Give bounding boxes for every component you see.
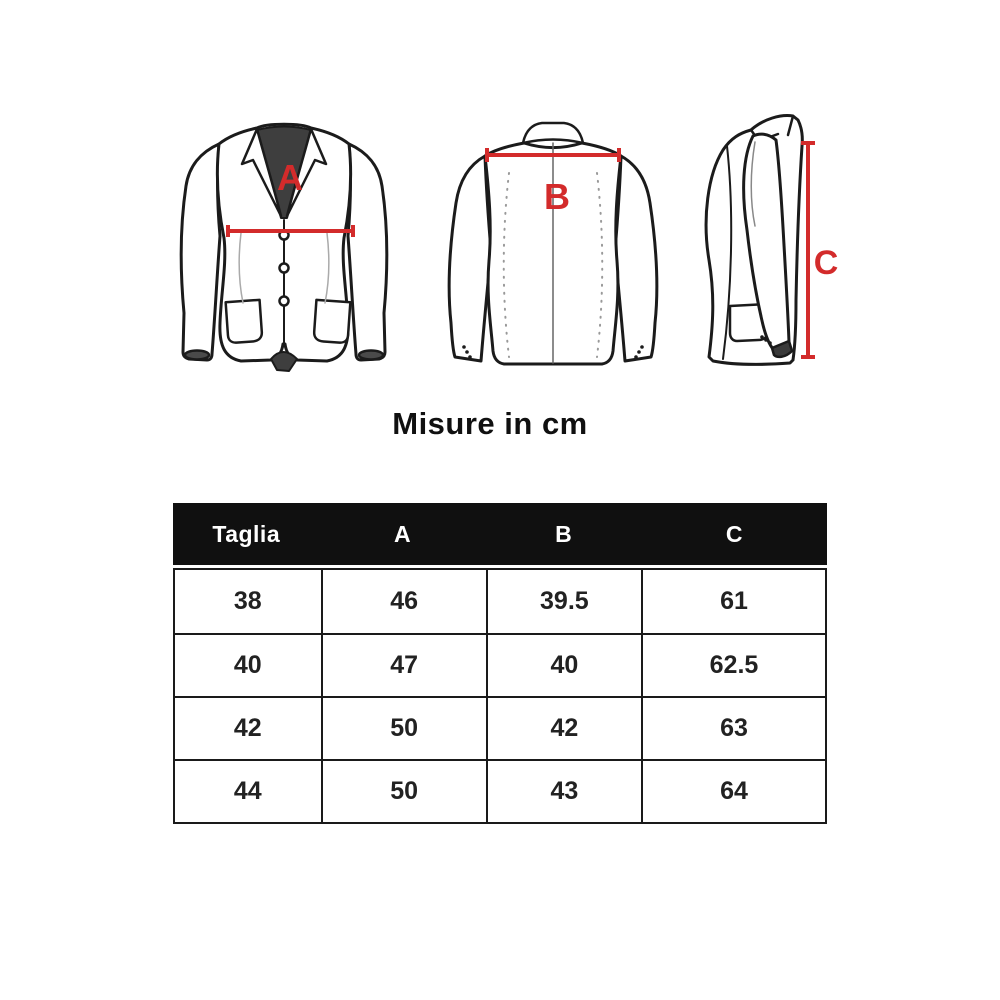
- front-button-2: [278, 262, 290, 274]
- measurement-line-a: [226, 225, 355, 237]
- cell-b: 39.5: [485, 570, 641, 633]
- size-table-header: Taglia A B C: [173, 503, 827, 565]
- back-left-sleeve: [447, 154, 493, 363]
- side-cuff: [770, 339, 794, 359]
- front-left-lapel: [240, 127, 283, 218]
- cell-a: 47: [320, 635, 486, 696]
- measurement-label-b: B: [544, 176, 570, 217]
- cell-c: 62.5: [641, 635, 825, 696]
- size-table: Taglia A B C 38 46 39.5 61 40 47 40 62.5…: [173, 503, 827, 824]
- cell-b: 43: [485, 761, 641, 822]
- cell-a: 50: [320, 698, 486, 759]
- column-header-a: A: [393, 520, 412, 547]
- front-seam-left: [238, 232, 244, 304]
- cell-c: 63: [641, 698, 825, 759]
- front-left-cuff: [183, 349, 211, 361]
- front-hem-notch: [270, 351, 298, 372]
- front-right-lapel: [285, 127, 328, 218]
- back-right-sleeve: [613, 154, 659, 363]
- column-header-c: C: [725, 520, 743, 547]
- cell-size: 42: [233, 714, 262, 742]
- cell-b: 40: [485, 635, 641, 696]
- side-cuff-button: [760, 335, 764, 339]
- side-cuff-button: [764, 338, 768, 342]
- measurement-line-c: [801, 141, 815, 359]
- back-left-cuff-button: [465, 350, 469, 354]
- column-header-taglia: Taglia: [212, 520, 281, 547]
- table-row: 42 50 42 63: [175, 696, 825, 759]
- front-left-pocket: [224, 298, 264, 344]
- measurement-label-a: A: [277, 157, 303, 198]
- table-row: 40 47 40 62.5: [175, 633, 825, 696]
- cell-size: 40: [233, 651, 262, 679]
- front-right-sleeve: [346, 142, 389, 362]
- side-armhole-seam: [750, 141, 756, 227]
- jacket-front-view-illustration: A: [179, 122, 389, 372]
- page-title: Misure in cm: [392, 406, 588, 441]
- cell-a: 50: [320, 761, 486, 822]
- front-seam-right: [324, 232, 330, 304]
- cell-size: 44: [233, 777, 262, 805]
- cell-c: 61: [641, 570, 825, 633]
- front-left-sleeve: [179, 142, 222, 362]
- jacket-side-view-illustration: C: [704, 114, 839, 366]
- size-table-body: 38 46 39.5 61 40 47 40 62.5 42 50 42 63 …: [173, 568, 827, 824]
- side-front-edge: [722, 145, 733, 360]
- column-header-b: B: [555, 520, 573, 547]
- side-cuff-button: [768, 341, 772, 345]
- jacket-back-view-illustration: B: [447, 121, 659, 366]
- table-row: 44 50 43 64: [175, 759, 825, 822]
- cell-c: 64: [641, 761, 825, 822]
- back-left-cuff-button: [462, 345, 466, 349]
- back-collar: [521, 121, 585, 145]
- back-right-cuff-button: [640, 345, 644, 349]
- measurement-line-b: [485, 148, 621, 162]
- front-button-3: [278, 295, 290, 307]
- table-row: 38 46 39.5 61: [175, 570, 825, 633]
- measurement-label-c: C: [814, 244, 839, 282]
- cell-size: 38: [233, 587, 262, 615]
- front-right-cuff: [357, 349, 385, 361]
- cell-b: 42: [485, 698, 641, 759]
- front-right-pocket: [312, 298, 352, 344]
- back-left-cuff-button: [468, 355, 472, 359]
- cell-a: 46: [320, 570, 486, 633]
- back-right-cuff-button: [634, 355, 638, 359]
- back-right-cuff-button: [637, 350, 641, 354]
